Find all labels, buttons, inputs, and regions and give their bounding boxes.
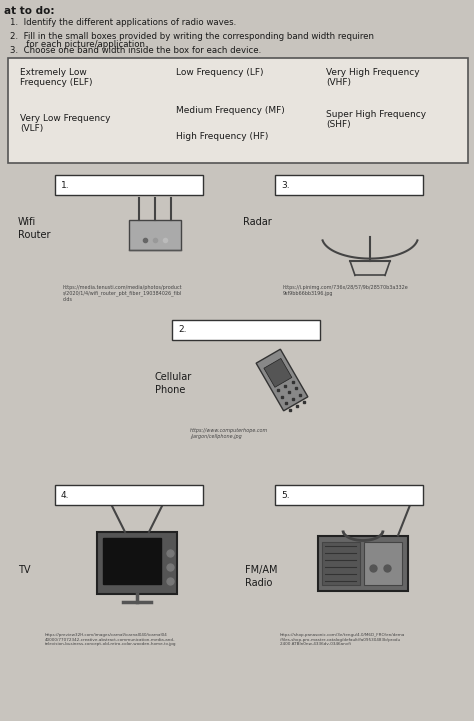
Text: 1.  Identify the different applications of radio waves.: 1. Identify the different applications o… bbox=[10, 18, 236, 27]
Text: Low Frequency (LF): Low Frequency (LF) bbox=[176, 68, 264, 77]
Polygon shape bbox=[264, 358, 292, 387]
Text: 5.: 5. bbox=[281, 490, 290, 500]
Text: Radar: Radar bbox=[243, 217, 272, 227]
Text: at to do:: at to do: bbox=[4, 6, 55, 16]
Bar bbox=[8, 58, 468, 163]
Bar bbox=[97, 532, 177, 594]
Text: FM/AM
Radio: FM/AM Radio bbox=[245, 565, 277, 588]
Bar bbox=[172, 320, 320, 340]
Text: 2.: 2. bbox=[178, 325, 186, 335]
Text: Wifi
Router: Wifi Router bbox=[18, 217, 51, 240]
Text: High Frequency (HF): High Frequency (HF) bbox=[176, 132, 268, 141]
Text: Cellular
Phone: Cellular Phone bbox=[155, 372, 192, 395]
Bar bbox=[364, 541, 402, 585]
Text: 3.: 3. bbox=[281, 180, 290, 190]
Bar bbox=[55, 175, 203, 195]
Text: Extremely Low
Frequency (ELF): Extremely Low Frequency (ELF) bbox=[20, 68, 92, 87]
Text: Very High Frequency
(VHF): Very High Frequency (VHF) bbox=[326, 68, 419, 87]
Text: https://i.pinimg.com/736x/28/57/9b/28570b3a332e
9sf9bb66bb3196.jpg: https://i.pinimg.com/736x/28/57/9b/28570… bbox=[283, 285, 409, 296]
Text: Super High Frequency
(SHF): Super High Frequency (SHF) bbox=[326, 110, 426, 129]
Text: Medium Frequency (MF): Medium Frequency (MF) bbox=[176, 106, 285, 115]
Bar bbox=[55, 485, 203, 505]
Bar bbox=[275, 485, 423, 505]
Bar bbox=[103, 538, 161, 584]
Text: 1.: 1. bbox=[61, 180, 70, 190]
Bar bbox=[318, 536, 408, 590]
Bar bbox=[275, 175, 423, 195]
Text: TV: TV bbox=[18, 565, 30, 575]
Text: https://preview32H.com/images/carnal/icarnal040/icarnal04
40000/77072342-creativ: https://preview32H.com/images/carnal/ica… bbox=[45, 633, 176, 646]
Text: 4.: 4. bbox=[61, 490, 70, 500]
Bar bbox=[129, 220, 181, 250]
Text: Very Low Frequency
(VLF): Very Low Frequency (VLF) bbox=[20, 114, 110, 133]
Text: for each picture/application.: for each picture/application. bbox=[18, 40, 147, 49]
Text: 2.  Fill in the small boxes provided by writing the corresponding band width req: 2. Fill in the small boxes provided by w… bbox=[10, 32, 374, 41]
Text: 3.  Choose one band width inside the box for each device.: 3. Choose one band width inside the box … bbox=[10, 46, 261, 55]
Bar bbox=[322, 541, 360, 585]
Polygon shape bbox=[256, 349, 308, 411]
Text: https://www.computerhope.com
/jargon/cellphone.jpg: https://www.computerhope.com /jargon/cel… bbox=[190, 428, 268, 439]
Text: https://shop.panasonic.com/3e/tengu/4.0/M6D_FRO/en/dema
/files-shop-pro-master-c: https://shop.panasonic.com/3e/tengu/4.0/… bbox=[280, 633, 405, 646]
Text: https://media.tenusti.com/media/photos/product
s/2020/1/4/wifi_router_pbt_fiber_: https://media.tenusti.com/media/photos/p… bbox=[63, 285, 182, 302]
